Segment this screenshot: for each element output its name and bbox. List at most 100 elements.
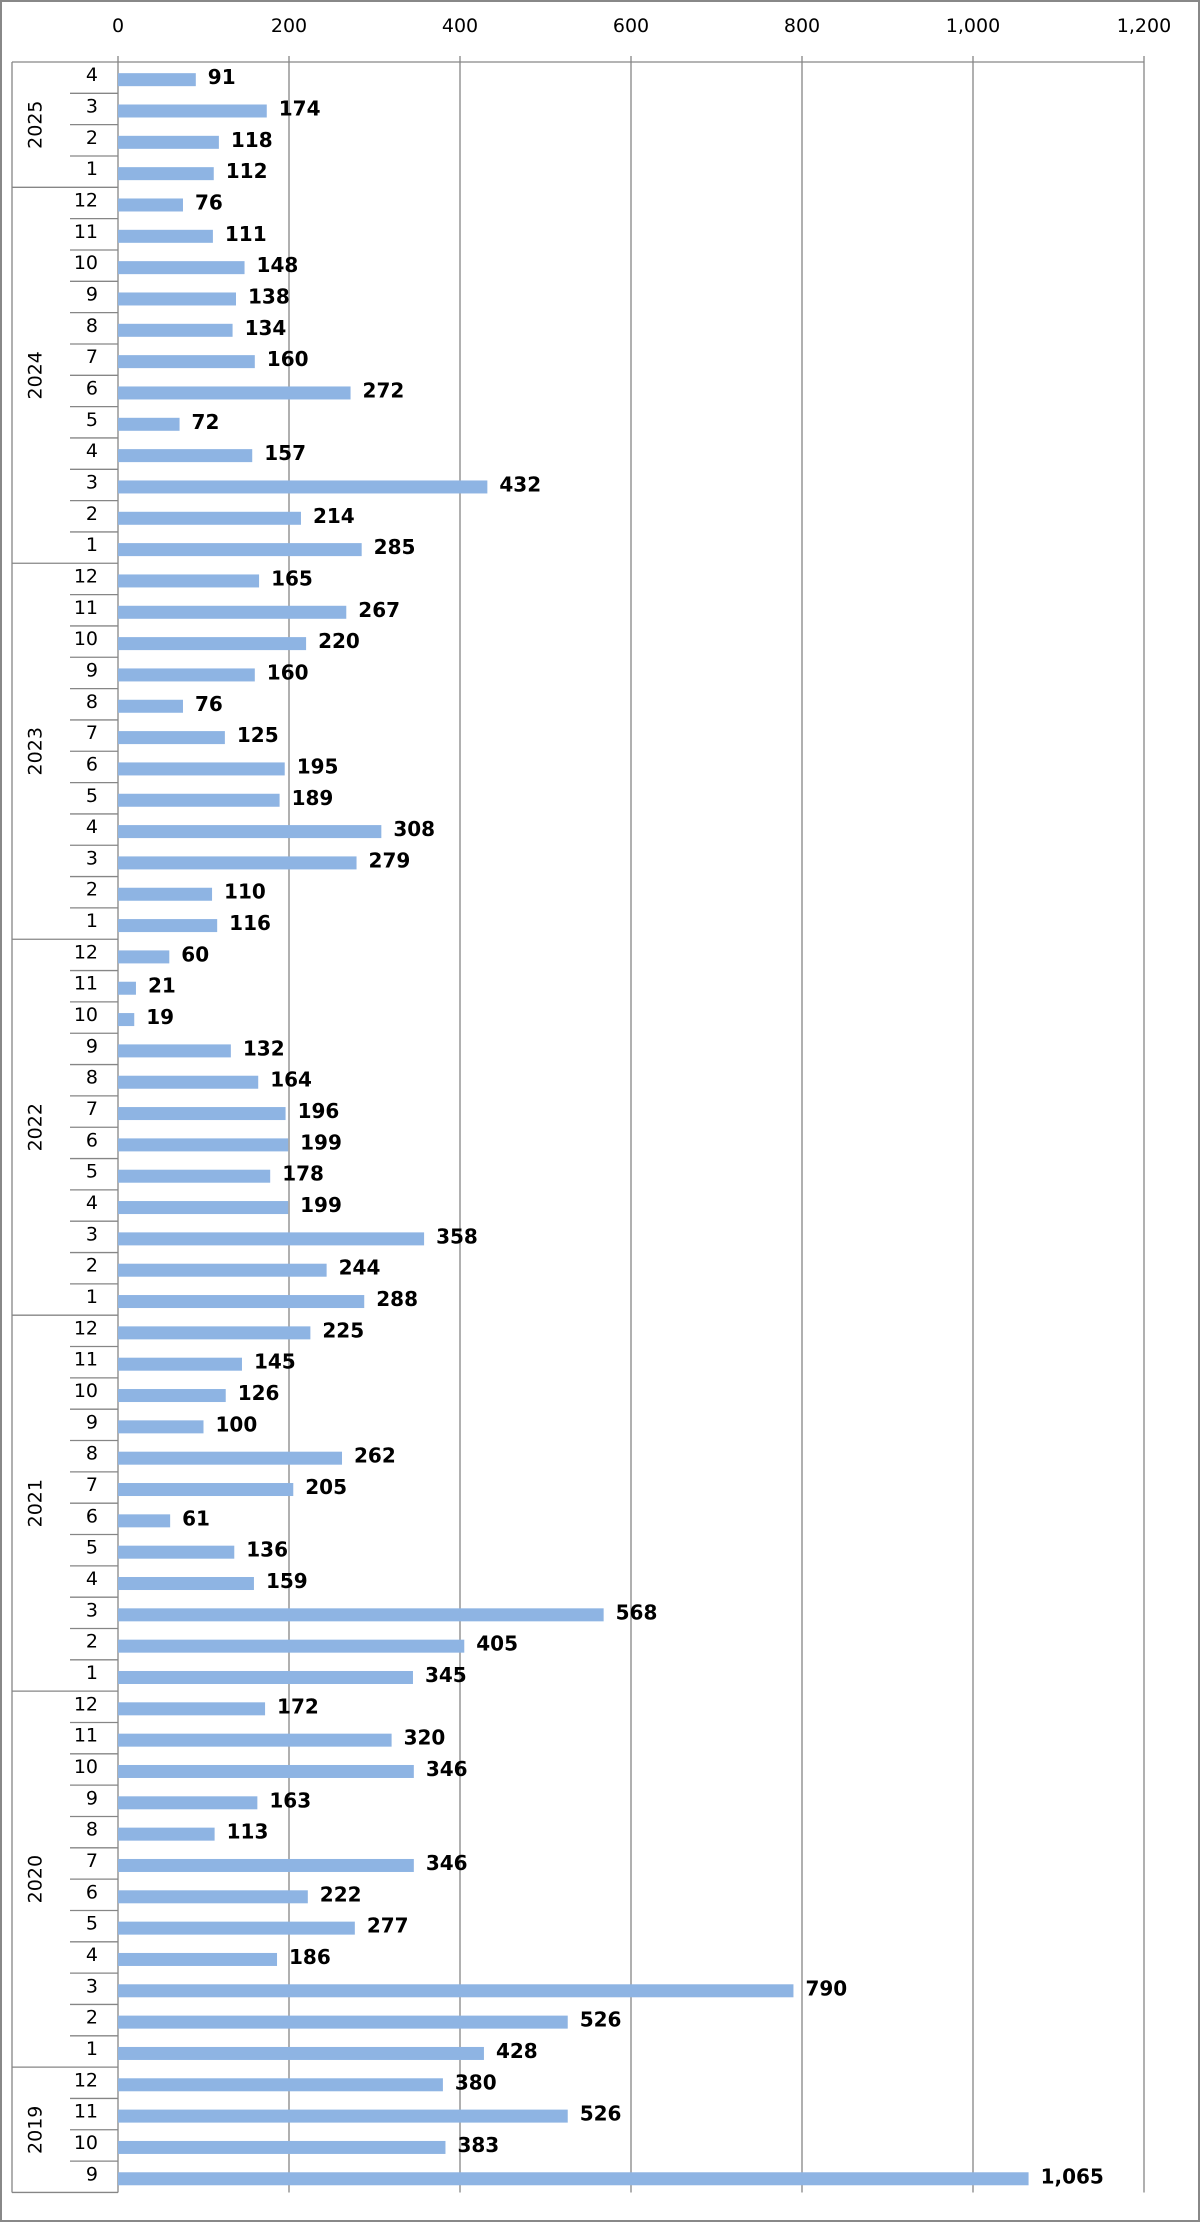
month-label: 12 <box>74 941 98 963</box>
bar <box>118 605 347 619</box>
year-label: 2025 <box>25 100 47 148</box>
bar <box>118 2109 568 2123</box>
month-label: 8 <box>86 1819 98 1841</box>
bar <box>118 1107 286 1121</box>
data-label: 172 <box>277 1694 319 1718</box>
bar <box>118 1138 289 1152</box>
month-label: 12 <box>74 1317 98 1339</box>
data-label: 214 <box>313 504 355 528</box>
data-label: 267 <box>358 598 400 622</box>
month-label: 3 <box>86 1975 98 1997</box>
data-label: 526 <box>580 2008 622 2032</box>
data-label: 262 <box>354 1444 396 1468</box>
bar <box>118 1044 231 1058</box>
month-label: 1 <box>86 1286 98 1308</box>
bar <box>118 292 236 306</box>
data-label: 112 <box>226 159 268 183</box>
data-label: 199 <box>300 1193 342 1217</box>
month-label: 7 <box>86 1474 98 1496</box>
bar <box>118 574 260 588</box>
data-label: 199 <box>300 1130 342 1154</box>
bar <box>118 637 307 651</box>
month-label: 2 <box>86 127 98 149</box>
data-label: 196 <box>298 1099 340 1123</box>
x-tick-label: 800 <box>784 15 820 37</box>
month-label: 12 <box>74 2069 98 2091</box>
year-label: 2023 <box>25 727 47 775</box>
year-label: 2021 <box>25 1479 47 1527</box>
bar <box>118 417 180 431</box>
bar <box>118 1858 414 1872</box>
month-label: 6 <box>86 753 98 775</box>
month-label: 5 <box>86 1161 98 1183</box>
bar <box>118 1075 259 1089</box>
data-label: 428 <box>496 2039 538 2063</box>
data-label: 21 <box>148 974 176 998</box>
year-label: 2020 <box>25 1855 47 1903</box>
month-label: 11 <box>74 597 98 619</box>
data-label: 159 <box>266 1569 308 1593</box>
data-label: 380 <box>455 2070 497 2094</box>
month-label: 1 <box>86 2038 98 2060</box>
month-label: 1 <box>86 534 98 556</box>
month-label: 9 <box>86 283 98 305</box>
data-label: 195 <box>297 754 339 778</box>
bar <box>118 762 285 776</box>
data-label: 277 <box>367 1914 409 1938</box>
year-label: 2024 <box>25 351 47 399</box>
bar <box>118 73 196 87</box>
month-label: 12 <box>74 565 98 587</box>
bar <box>118 887 213 901</box>
data-label: 61 <box>182 1506 210 1530</box>
data-label: 358 <box>436 1224 478 1248</box>
month-label: 5 <box>86 1913 98 1935</box>
data-label: 118 <box>231 128 273 152</box>
bar <box>118 480 488 494</box>
data-label: 91 <box>208 65 236 89</box>
month-label: 1 <box>86 1662 98 1684</box>
bar <box>118 1608 604 1622</box>
data-label: 345 <box>425 1663 467 1687</box>
bar <box>118 1357 242 1371</box>
data-label: 346 <box>426 1757 468 1781</box>
data-label: 220 <box>318 629 360 653</box>
data-label: 205 <box>305 1475 347 1499</box>
bar <box>118 668 255 682</box>
bar <box>118 323 233 337</box>
data-label: 110 <box>224 880 266 904</box>
bar <box>118 167 214 181</box>
data-label: 100 <box>216 1412 258 1436</box>
x-tick-label: 1,200 <box>1117 15 1171 37</box>
bar <box>118 981 136 995</box>
bar <box>118 1232 425 1246</box>
data-label: 405 <box>476 1632 518 1656</box>
bar <box>118 1702 266 1716</box>
month-label: 9 <box>86 1035 98 1057</box>
month-label: 3 <box>86 847 98 869</box>
data-label: 19 <box>146 1005 174 1029</box>
axis-layer <box>11 56 1145 2194</box>
data-label: 308 <box>393 817 435 841</box>
bar <box>118 1326 311 1340</box>
month-label: 3 <box>86 95 98 117</box>
data-label: 160 <box>267 660 309 684</box>
bar <box>118 793 280 807</box>
month-label: 2 <box>86 879 98 901</box>
month-label: 11 <box>74 1349 98 1371</box>
x-tick-label: 600 <box>613 15 649 37</box>
month-label: 10 <box>74 1004 98 1026</box>
month-label: 11 <box>74 1725 98 1747</box>
month-label: 6 <box>86 1505 98 1527</box>
bar <box>118 1514 171 1528</box>
data-label: 111 <box>225 222 267 246</box>
data-label: 178 <box>282 1162 324 1186</box>
data-label: 136 <box>246 1538 288 1562</box>
data-label: 145 <box>254 1350 296 1374</box>
data-label: 1,065 <box>1041 2164 1104 2188</box>
bar <box>118 1984 794 1998</box>
month-label: 6 <box>86 1129 98 1151</box>
month-label: 10 <box>74 1380 98 1402</box>
x-tick-label: 200 <box>271 15 307 37</box>
